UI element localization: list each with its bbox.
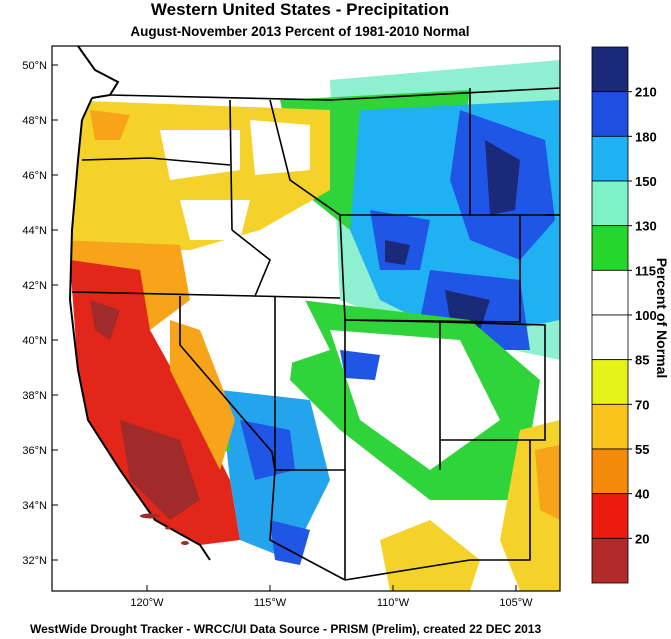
colorbar-label: 210 bbox=[635, 85, 657, 100]
map-subtitle: August-November 2013 Percent of 1981-201… bbox=[130, 24, 470, 39]
coastline bbox=[68, 45, 211, 561]
colorbar-label: 85 bbox=[635, 353, 649, 368]
longitude-axis: 120°W 115°W 110°W 105°W bbox=[130, 585, 533, 609]
map-title: Western United States - Precipitation bbox=[150, 0, 450, 19]
lon-tick-label: 115°W bbox=[254, 597, 287, 609]
footer-credit: WestWide Drought Tracker - WRCC/UI Data … bbox=[30, 622, 542, 636]
colorbar-swatch bbox=[591, 448, 629, 495]
precip-field bbox=[52, 46, 560, 591]
lat-tick-label: 38°N bbox=[22, 390, 47, 402]
colorbar-swatch bbox=[591, 46, 629, 93]
lat-tick-label: 48°N bbox=[22, 115, 47, 127]
lat-tick-label: 32°N bbox=[22, 555, 47, 567]
colorbar-title: Percent of Normal bbox=[654, 258, 670, 379]
colorbar-swatch bbox=[591, 314, 629, 361]
colorbar-swatch bbox=[591, 91, 629, 137]
colorbar-label: 130 bbox=[635, 219, 657, 234]
colorbar-label: 115 bbox=[635, 263, 656, 278]
lat-tick-label: 42°N bbox=[22, 280, 47, 292]
colorbar-swatch bbox=[591, 403, 629, 450]
colorbar-swatch bbox=[591, 269, 629, 316]
colorbar-label: 180 bbox=[635, 129, 657, 144]
latitude-axis: 50°N 48°N 46°N 44°N 42°N 40°N 38°N 36°N 34°N 32°N bbox=[22, 60, 58, 567]
lat-tick-label: 40°N bbox=[22, 335, 47, 347]
lon-tick-label: 110°W bbox=[377, 597, 410, 609]
colorbar-swatch bbox=[591, 135, 629, 182]
colorbar-swatch bbox=[591, 225, 629, 271]
colorbar-label: 150 bbox=[635, 174, 657, 189]
state-borders bbox=[71, 87, 561, 581]
lat-tick-label: 34°N bbox=[22, 500, 47, 512]
colorbar-label: 100 bbox=[635, 308, 657, 323]
lat-tick-label: 36°N bbox=[22, 445, 47, 457]
colorbar-swatch bbox=[591, 537, 629, 584]
colorbar-swatch bbox=[591, 180, 629, 227]
colorbar-label: 20 bbox=[635, 531, 649, 546]
lat-tick-label: 44°N bbox=[22, 225, 47, 237]
lon-tick-label: 105°W bbox=[499, 597, 533, 609]
lat-tick-label: 50°N bbox=[22, 60, 47, 72]
colorbar-label: 40 bbox=[635, 487, 649, 502]
colorbar-label: 70 bbox=[635, 397, 649, 412]
colorbar-swatch bbox=[591, 493, 629, 539]
lon-tick-label: 120°W bbox=[130, 597, 164, 609]
colorbar: 210 180 150 130 115 100 85 70 55 40 20 bbox=[591, 46, 657, 584]
lat-tick-label: 46°N bbox=[22, 170, 47, 182]
colorbar-swatch bbox=[591, 359, 629, 405]
colorbar-label: 55 bbox=[635, 442, 649, 457]
map-frame bbox=[51, 45, 561, 592]
channel-islands bbox=[140, 513, 189, 545]
